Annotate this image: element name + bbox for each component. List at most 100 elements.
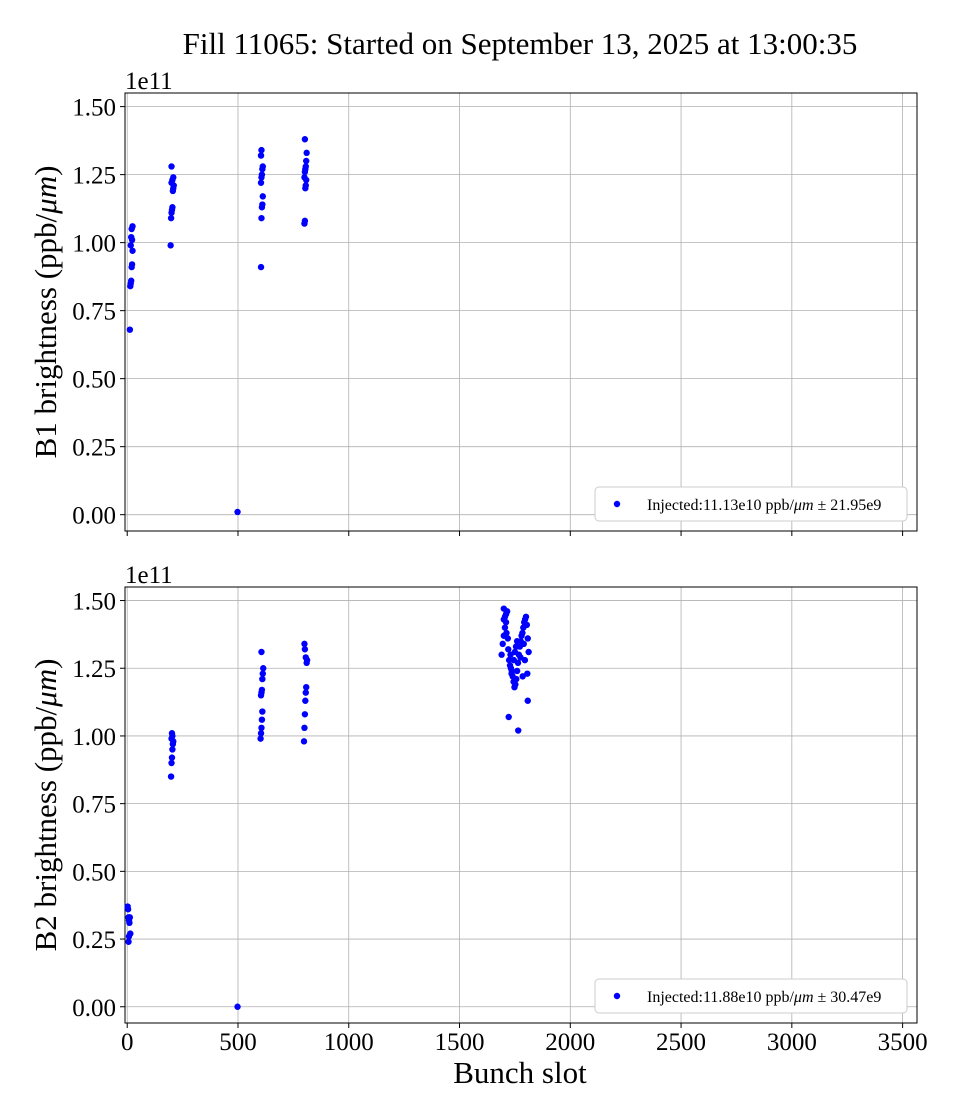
data-point (520, 640, 527, 648)
data-point (126, 914, 134, 921)
legend-label: Injected:11.13e10 ppb/μm ± 21.95e9 (647, 497, 881, 514)
y-axis-label-tail: ) (28, 659, 63, 669)
x-tick-label: 2500 (656, 1029, 706, 1056)
data-point (258, 171, 266, 178)
data-point (167, 214, 175, 222)
legend-label-prefix: Injected:11.13e10 ppb/ (647, 497, 794, 514)
legend: Injected:11.88e10 ppb/μm ± 30.47e9 (594, 978, 908, 1014)
x-tick-label: 3000 (767, 1029, 817, 1056)
data-point (302, 654, 309, 661)
data-point (258, 146, 265, 154)
data-point (168, 163, 175, 170)
data-point (505, 646, 512, 653)
data-point (259, 708, 266, 715)
data-point (168, 754, 176, 761)
data-point (170, 174, 177, 181)
y-axis-label: B1 brightness (ppb/μm) (28, 166, 63, 459)
data-point (168, 730, 176, 737)
data-point (126, 326, 134, 333)
y-tick-label: 1.50 (72, 95, 116, 122)
y-tick-label: 1.00 (72, 231, 116, 258)
legend-label-unit: μm (793, 989, 814, 1006)
data-point (257, 179, 265, 186)
data-point (302, 182, 309, 189)
data-point (525, 648, 532, 656)
data-point (524, 697, 531, 704)
data-point (510, 656, 517, 664)
x-tick-label: 1000 (324, 1029, 374, 1056)
legend-label-suffix: ± 21.95e9 (814, 497, 882, 514)
data-point (500, 605, 508, 612)
data-point (302, 163, 309, 170)
x-tick-label: 0 (121, 1029, 134, 1056)
data-point (301, 217, 309, 225)
data-point (259, 163, 266, 170)
x-tick-label: 2000 (545, 1029, 595, 1056)
data-point (128, 277, 135, 284)
legend-label: Injected:11.88e10 ppb/μm ± 30.47e9 (647, 989, 881, 1006)
y-exponent-label: 1e11 (125, 562, 173, 589)
data-point (260, 665, 267, 672)
data-point (301, 711, 309, 718)
data-point (508, 670, 515, 677)
x-tick-label: 500 (219, 1029, 257, 1056)
y-axis-label-tail: ) (28, 166, 63, 176)
data-point (258, 648, 265, 656)
y-exponent-label: 1e11 (125, 68, 173, 95)
y-tick-label: 1.00 (72, 724, 116, 751)
data-point (512, 643, 520, 650)
data-point (300, 738, 308, 745)
x-tick-label: 3500 (878, 1029, 928, 1056)
data-point (257, 263, 265, 271)
legend-label-unit: μm (793, 497, 814, 514)
plot-frame (124, 92, 918, 532)
y-axis-label-text: B2 brightness (ppb/ (28, 706, 63, 951)
y-tick-label: 1.25 (72, 163, 116, 190)
data-point (523, 621, 531, 629)
data-point (259, 670, 266, 677)
legend: Injected:11.13e10 ppb/μm ± 21.95e9 (594, 486, 908, 522)
data-point (519, 673, 526, 680)
data-point (258, 724, 265, 732)
legend-marker (613, 992, 621, 1000)
data-point (513, 667, 521, 675)
y-tick-label: 0.50 (72, 859, 116, 886)
panel-2: 0.00 0.25 0.50 0.75 1.00 1.25 1.50 0 500 1000 1500… (28, 562, 928, 1056)
data-point (513, 637, 521, 645)
data-point (302, 697, 309, 704)
data-point (301, 724, 308, 732)
data-point (301, 646, 309, 653)
data-point (505, 656, 513, 664)
data-point (257, 735, 264, 742)
panel-1: 0.00 0.25 0.50 0.75 1.00 1.25 1.50 1e11 B1 brigh… (28, 68, 918, 536)
data-point (522, 613, 530, 620)
x-axis-label: Bunch slot (453, 1055, 587, 1090)
data-point (301, 174, 308, 181)
y-axis-label-text: B1 brightness (ppb/ (28, 213, 63, 458)
legend-marker (613, 500, 621, 508)
data-point (129, 247, 136, 254)
plot-frame (124, 586, 918, 1024)
y-tick-label: 0.75 (72, 299, 116, 326)
data-point (302, 689, 309, 696)
y-tick-label: 1.50 (72, 589, 116, 616)
data-point (259, 675, 266, 683)
data-point (513, 675, 520, 683)
y-axis-label: B2 brightness (ppb/μm) (28, 659, 63, 952)
figure-title: Fill 11065: Started on September 13, 202… (183, 26, 858, 61)
data-point (498, 651, 505, 658)
data-point (167, 242, 174, 249)
data-point (259, 193, 266, 200)
data-point (505, 713, 512, 721)
y-tick-label: 0.00 (72, 503, 116, 530)
y-axis-label-unit: μm (28, 669, 63, 708)
y-tick-label: 0.00 (72, 995, 116, 1022)
data-point (501, 624, 509, 631)
y-axis-label-unit: μm (28, 176, 63, 215)
data-point (258, 686, 266, 694)
data-point (169, 746, 176, 753)
y-tick-label: 0.50 (72, 367, 116, 394)
data-point (258, 214, 265, 222)
y-tick-label: 0.25 (72, 927, 116, 954)
